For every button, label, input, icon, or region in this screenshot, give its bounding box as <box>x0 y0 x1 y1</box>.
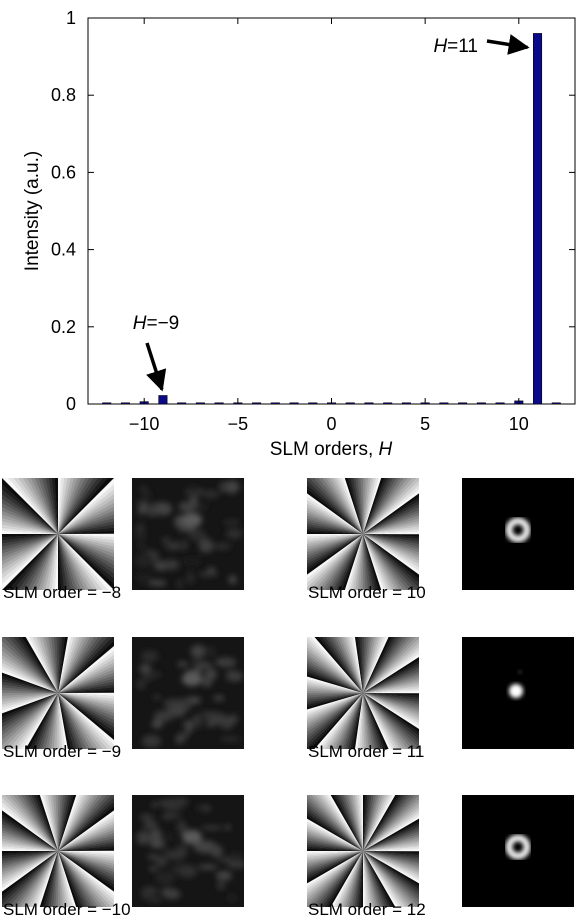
bar-order-7 <box>458 402 468 405</box>
bar-order--1 <box>308 402 318 405</box>
slm-phase-pattern <box>0 611 140 775</box>
bar-order--11 <box>120 402 130 405</box>
bar-order--4 <box>252 402 262 405</box>
slm-phase-pattern <box>281 452 445 616</box>
slm-phase-pattern <box>281 611 445 775</box>
beam-intensity-image <box>462 795 574 907</box>
plot-frame <box>87 17 576 405</box>
panel-label: SLM order = −10 <box>3 900 131 919</box>
panel-label: SLM order = 11 <box>308 742 425 761</box>
beam-intensity-image <box>132 478 244 590</box>
y-tick-label: 1 <box>66 8 76 28</box>
bar-order--9 <box>158 395 168 405</box>
bar-order--2 <box>289 402 299 405</box>
y-tick-label: 0.2 <box>51 317 76 337</box>
panel-label: SLM order = 10 <box>308 583 426 602</box>
bar-order--3 <box>270 402 280 405</box>
y-tick-label: 0.4 <box>51 240 76 260</box>
x-tick-label: 10 <box>509 414 529 434</box>
x-tick-label: −5 <box>228 414 249 434</box>
bar-order-6 <box>439 402 449 405</box>
bar-order--6 <box>214 402 224 405</box>
annotation-arrow-h-11 <box>486 34 530 55</box>
bar-order--7 <box>195 402 205 405</box>
beam-intensity-image <box>132 795 247 907</box>
y-axis-label: Intensity (a.u.) <box>22 151 43 271</box>
bar-order-12 <box>551 402 561 405</box>
slm-phase-pattern <box>281 769 445 923</box>
bar-order-4 <box>401 402 411 405</box>
panel-label: SLM order = −9 <box>3 742 122 761</box>
y-tick-label: 0.8 <box>51 85 76 105</box>
panel-label: SLM order = 12 <box>308 900 426 919</box>
bar-chart: −10 −5 0 5 10 0 0.2 0.4 0.6 0.8 1 H=−9 H=11 Intensi… <box>22 8 576 460</box>
annotation-arrow-h-minus-9 <box>145 342 167 392</box>
bar-order-8 <box>476 402 486 405</box>
bar-order-1 <box>345 402 355 405</box>
x-tick-label: 5 <box>420 414 430 434</box>
beam-intensity-image <box>462 637 574 749</box>
slm-phase-pattern <box>0 769 140 923</box>
x-tick-label: 0 <box>326 414 336 434</box>
slm-phase-pattern <box>0 452 140 616</box>
y-tick-label: 0.6 <box>51 162 76 182</box>
x-tick-label: −10 <box>129 414 160 434</box>
bar-order-9 <box>495 402 505 405</box>
beam-intensity-image <box>462 478 574 590</box>
x-axis-label: SLM orders, H <box>270 439 393 460</box>
bar-order--12 <box>102 402 112 405</box>
panel-label: SLM order = −8 <box>3 583 122 602</box>
bar-order--8 <box>177 402 187 405</box>
y-tick-label: 0 <box>66 394 76 414</box>
annotation-label-h-minus-9: H=−9 <box>133 313 180 334</box>
annotation-label-h-11: H=11 <box>433 36 478 57</box>
beam-intensity-image <box>132 637 244 749</box>
bar-order-2 <box>364 402 374 405</box>
bar-order-3 <box>383 402 393 405</box>
bar-order-11 <box>533 33 543 405</box>
